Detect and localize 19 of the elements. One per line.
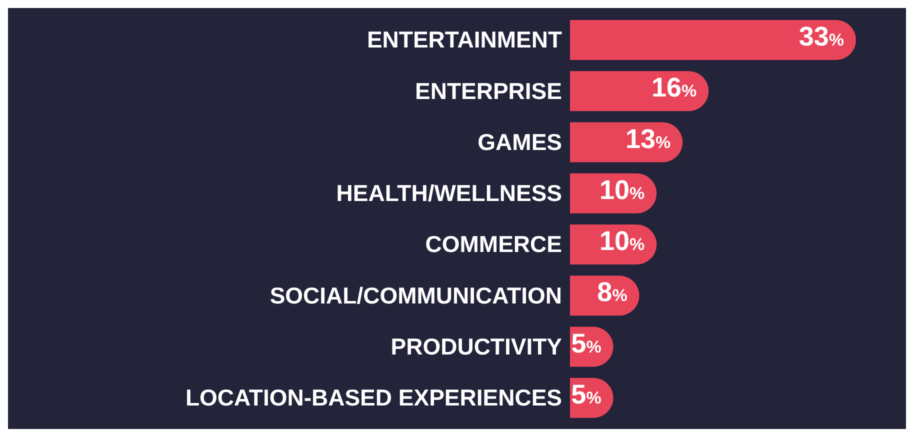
data-label: 8% [597,277,628,308]
y-tick-label: SOCIAL/COMMUNICATION [270,282,562,308]
bar [570,71,709,112]
y-tick-label: GAMES [478,128,562,155]
y-tick-label: PRODUCTIVITY [390,333,562,360]
data-label: 5% [571,328,602,358]
data-label: 16% [651,72,697,103]
bar [570,122,683,162]
y-tick-label: COMMERCE [425,231,562,258]
data-label: 5% [571,379,602,410]
data-label: 33% [798,22,844,52]
data-label: 10% [599,174,645,205]
data-label: 13% [625,124,671,154]
bar [570,20,856,60]
y-tick-label: HEALTH/WELLNESS [336,180,562,206]
y-tick-label: LOCATION-BASED EXPERIENCES [185,384,562,411]
y-tick-label: ENTERPRISE [415,78,562,104]
y-tick-label: ENTERTAINMENT [366,26,562,53]
data-label: 10% [599,226,645,256]
